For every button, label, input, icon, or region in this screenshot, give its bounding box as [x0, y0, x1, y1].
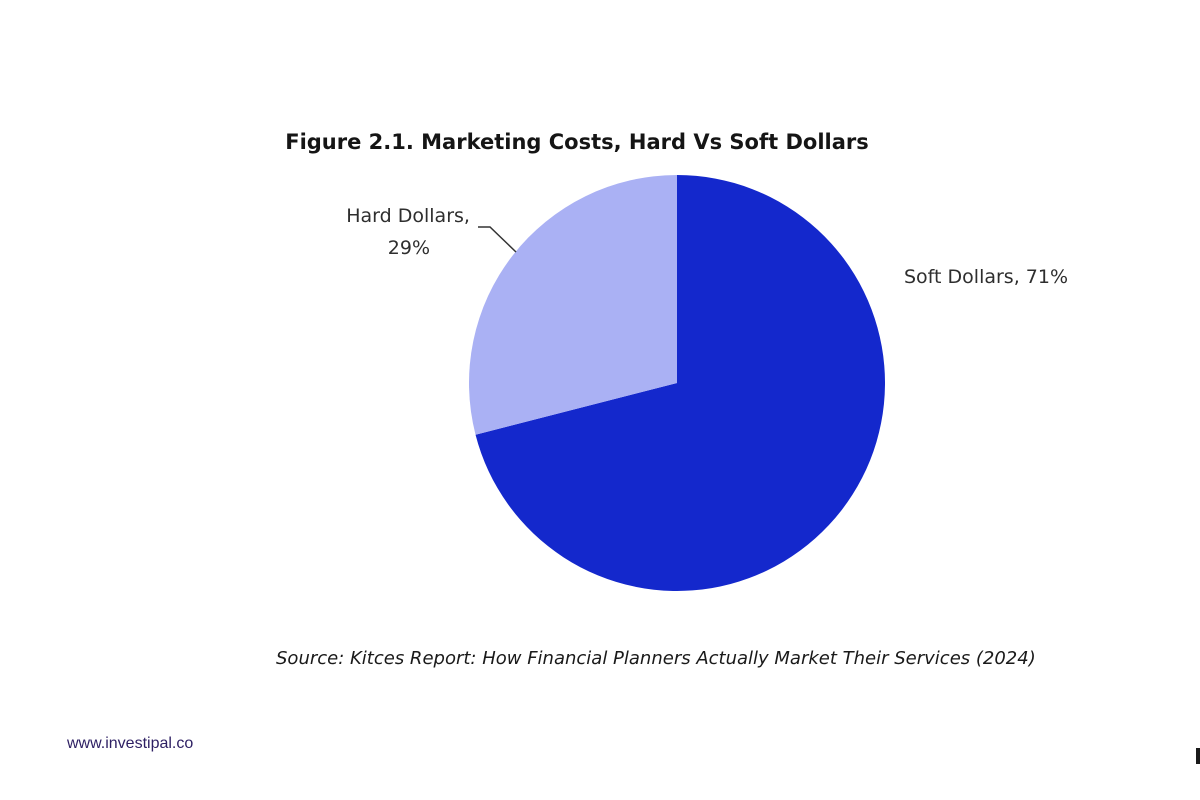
- pie-slices: [469, 175, 886, 592]
- chart-title: Figure 2.1. Marketing Costs, Hard Vs Sof…: [285, 130, 869, 154]
- pie-slice-hard-dollars: [469, 175, 677, 435]
- hard-dollars-label-line-1: Hard Dollars,: [346, 205, 470, 227]
- hard-dollars-label: Hard Dollars, 29%: [346, 205, 476, 259]
- hard-dollars-label-line-2: 29%: [388, 237, 430, 259]
- pie-slice-soft-dollars: [475, 175, 886, 592]
- website-link[interactable]: www.investipal.co: [67, 735, 194, 752]
- edge-mark: [1196, 748, 1200, 764]
- source-note: Source: Kitces Report: How Financial Pla…: [276, 648, 1036, 669]
- soft-dollars-label: Soft Dollars, 71%: [904, 266, 1068, 288]
- hard-dollars-leader-line: [478, 226, 517, 253]
